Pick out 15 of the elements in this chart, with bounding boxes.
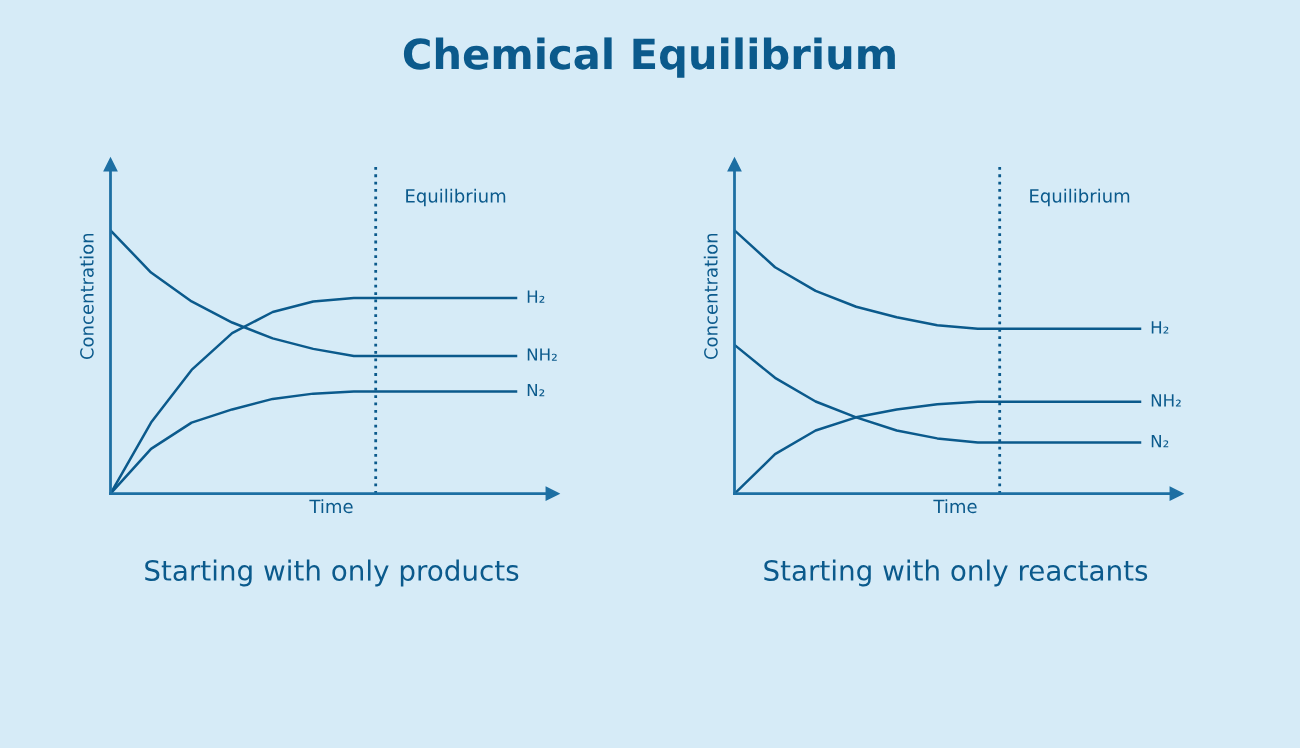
series-label: NH₂ (527, 348, 557, 361)
text: Chemical Equilibrium (403, 37, 895, 78)
text: Equilibrium (1030, 188, 1130, 207)
y-axis-title: Concentration (79, 233, 94, 360)
text: Starting with only products (145, 559, 519, 587)
series-label: N₂ (1151, 435, 1169, 448)
series-label: N₂ (527, 383, 545, 397)
text: Starting with only reactants (764, 559, 1148, 587)
x-axis-title: Time (309, 499, 353, 514)
text: Equilibrium (406, 188, 506, 207)
series-label: NH₂ (1151, 394, 1181, 407)
series-label: H₂ (1151, 321, 1169, 334)
x-axis-title: Time (933, 499, 977, 514)
series-label: H₂ (527, 290, 545, 303)
y-axis-title: Concentration (703, 233, 718, 360)
